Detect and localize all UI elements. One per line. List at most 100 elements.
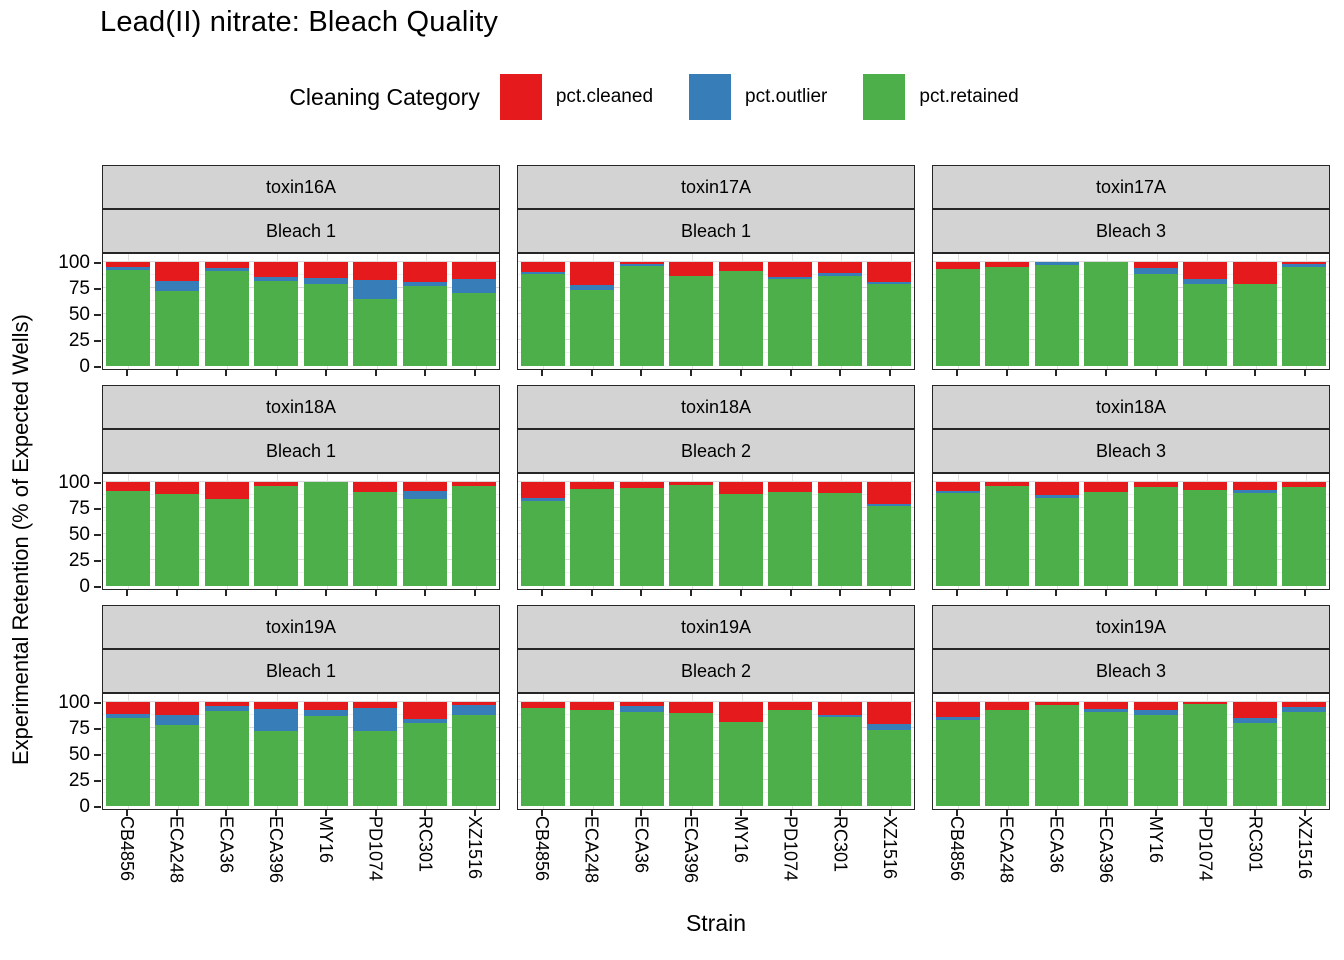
x-tick (474, 590, 477, 596)
y-tick-label: 25 (68, 769, 90, 791)
facet-plot (102, 473, 500, 590)
x-tick-label: ECA36 (1046, 816, 1067, 874)
x-tick (889, 590, 892, 596)
facet-strip-toxin: toxin19A (517, 605, 915, 649)
x-tick-label: ECA248 (166, 816, 187, 884)
bar-segment-pct.retained (254, 281, 299, 366)
x-tick (590, 810, 593, 816)
bar-segment-pct.retained (155, 493, 200, 586)
facet-plot (517, 693, 915, 810)
bar-segment-pct.retained (353, 491, 398, 586)
bar-segment-pct.outlier (204, 267, 249, 271)
x-tick (1105, 590, 1108, 596)
bar-PD1074 (353, 261, 398, 366)
bar-segment-pct.retained (402, 286, 447, 366)
bar-segment-pct.outlier (867, 282, 912, 285)
bar-ECA396 (254, 261, 299, 366)
x-tick (889, 370, 892, 376)
bar-segment-pct.cleaned (1282, 481, 1327, 487)
y-tick (94, 779, 101, 782)
gridline-major (518, 726, 914, 728)
bar-segment-pct.retained (867, 729, 912, 806)
gridline-major (933, 312, 1329, 314)
x-tick-label: PD1074 (780, 816, 801, 882)
x-tick (690, 590, 693, 596)
gridline-major (103, 506, 499, 508)
bar-segment-pct.retained (520, 501, 565, 586)
facet-strip-toxin: toxin16A (102, 165, 500, 209)
bar-segment-pct.outlier (1282, 263, 1327, 267)
x-tick (1055, 810, 1058, 816)
bar-segment-pct.retained (768, 279, 813, 366)
gridline-minor (103, 299, 499, 301)
x-tick (1154, 370, 1157, 376)
bar-MY16 (1133, 261, 1178, 366)
y-tick-label: 25 (68, 329, 90, 351)
bar-segment-pct.cleaned (1282, 261, 1327, 264)
x-tick (640, 370, 643, 376)
bar-segment-pct.cleaned (985, 701, 1030, 710)
facet-strip-toxin: toxin18A (517, 385, 915, 429)
legend-label: pct.outlier (745, 86, 828, 107)
bar-segment-pct.cleaned (452, 481, 497, 486)
x-tick (225, 810, 228, 816)
x-tick (590, 590, 593, 596)
x-tick-label: CB4856 (116, 816, 137, 882)
bar-segment-pct.retained (817, 717, 862, 806)
y-tick-label: 75 (68, 277, 90, 299)
bar-segment-pct.retained (402, 499, 447, 586)
facet-plot (517, 253, 915, 370)
bar-RC301 (817, 701, 862, 806)
bar-segment-pct.cleaned (254, 261, 299, 278)
x-tick-label: XZ1516 (465, 816, 486, 880)
gridline-minor (518, 713, 914, 715)
bar-segment-pct.retained (402, 723, 447, 806)
bar-segment-pct.cleaned (867, 261, 912, 283)
bars-container (103, 701, 499, 806)
bar-RC301 (1232, 261, 1277, 366)
bar-segment-pct.retained (985, 266, 1030, 366)
y-tick (94, 805, 101, 808)
legend-swatch-pct.cleaned (499, 74, 542, 120)
gridline-minor (933, 493, 1329, 495)
x-tick-label: ECA248 (581, 816, 602, 884)
gridline-minor (103, 273, 499, 275)
x-tick-label: RC301 (830, 816, 851, 873)
y-tick (94, 365, 101, 368)
gridline-major (933, 480, 1329, 482)
gridline-major (933, 286, 1329, 288)
legend-item: pct.retained (863, 74, 1019, 120)
bar-segment-pct.cleaned (452, 261, 497, 280)
gridline-minor (103, 571, 499, 573)
x-tick (175, 370, 178, 376)
bars-container (933, 481, 1329, 586)
bar-CB4856 (935, 481, 980, 586)
x-tick (839, 810, 842, 816)
bar-MY16 (718, 481, 763, 586)
bar-ECA248 (155, 261, 200, 366)
bar-segment-pct.retained (452, 292, 497, 366)
bar-segment-pct.retained (1084, 711, 1129, 806)
x-tick (275, 370, 278, 376)
gridline-major (518, 700, 914, 702)
gridline-major (103, 286, 499, 288)
bar-ECA396 (669, 261, 714, 366)
x-tick (1254, 590, 1257, 596)
bar-segment-pct.cleaned (1232, 261, 1277, 285)
bar-segment-pct.cleaned (935, 701, 980, 718)
bar-segment-pct.retained (452, 485, 497, 586)
gridline-major (933, 338, 1329, 340)
y-tick-label: 0 (79, 795, 90, 817)
x-tick (789, 590, 792, 596)
bar-segment-pct.outlier (155, 281, 200, 291)
x-tick-label: MY16 (730, 816, 751, 864)
bar-segment-pct.retained (619, 265, 664, 366)
facet-strip-bleach: Bleach 3 (932, 649, 1330, 693)
gridline-minor (518, 325, 914, 327)
bar-segment-pct.cleaned (718, 261, 763, 271)
bar-segment-pct.outlier (155, 715, 200, 726)
bar-segment-pct.retained (204, 710, 249, 806)
facet-strip-bleach: Bleach 2 (517, 649, 915, 693)
bar-segment-pct.cleaned (204, 481, 249, 500)
bar-segment-pct.outlier (1133, 267, 1178, 274)
